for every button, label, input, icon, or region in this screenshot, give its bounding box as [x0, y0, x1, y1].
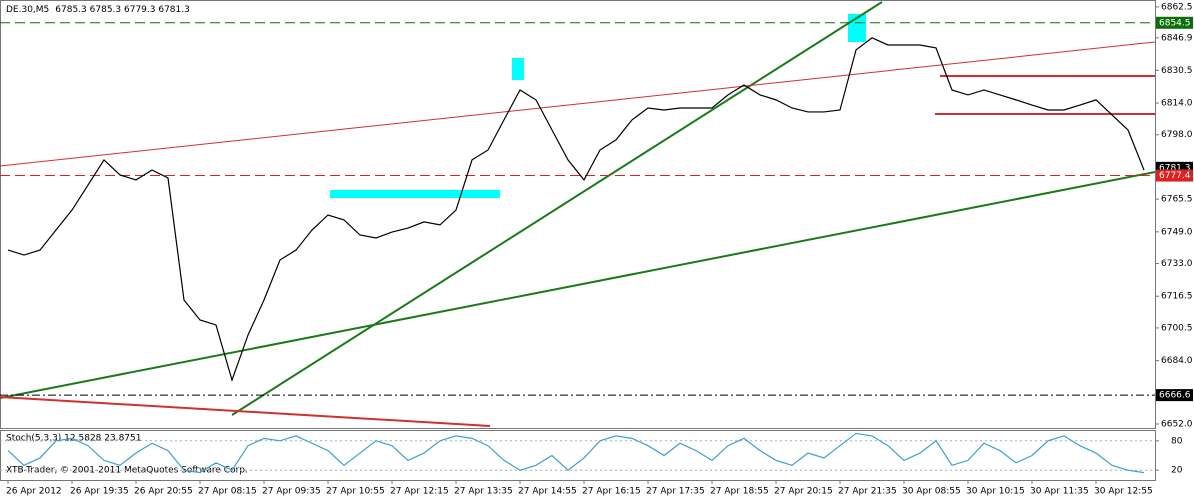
zone [330, 190, 500, 198]
x-tick-label: 27 Apr 16:15 [582, 487, 641, 497]
price-level-label: 6854.5 [1159, 18, 1191, 28]
y-tick-label: 6814.0 [1161, 99, 1193, 109]
trend-line [0, 171, 1156, 399]
symbol: DE.30,M5 [6, 5, 49, 15]
y-tick-label: 6765.5 [1161, 195, 1193, 205]
y-tick-label: 6798.0 [1161, 130, 1193, 140]
y-tick-label: 6700.5 [1161, 323, 1193, 333]
y-tick-label: 6749.0 [1161, 227, 1193, 237]
y-tick-label: 6716.5 [1161, 292, 1193, 302]
y-tick-label: 6733.0 [1161, 259, 1193, 269]
price-level-label: 6666.6 [1159, 391, 1191, 401]
x-tick-label: 27 Apr 18:55 [710, 487, 769, 497]
y2-tick-label: 20 [1171, 466, 1183, 476]
price-panel [0, 0, 1156, 429]
x-tick-label: 27 Apr 12:15 [390, 487, 449, 497]
y-tick-label: 6862.5 [1161, 2, 1193, 12]
trend-line [0, 41, 1156, 167]
annotations [0, 1, 1156, 427]
x-tick-label: 27 Apr 20:15 [774, 487, 833, 497]
x-tick-label: 30 Apr 12:55 [1094, 487, 1153, 497]
x-tick-label: 27 Apr 09:35 [262, 487, 321, 497]
x-tick-label: 27 Apr 10:55 [326, 487, 385, 497]
x-tick-label: 27 Apr 08:15 [198, 487, 257, 497]
y-tick-label: 6830.5 [1161, 66, 1193, 76]
x-tick-label: 27 Apr 17:35 [646, 487, 705, 497]
price-level-box [1156, 169, 1193, 182]
price-line [7, 37, 1145, 383]
y-tick-label: 6652.0 [1161, 420, 1193, 430]
x-tick-label: 30 Apr 11:35 [1030, 487, 1089, 497]
x-tick-label: 27 Apr 21:35 [838, 487, 897, 497]
x-tick-label: 26 Apr 20:55 [134, 487, 193, 497]
symbol-header: DE.30,M5 6785.3 6785.3 6779.3 6781.3 [6, 5, 190, 15]
stoch-line [7, 432, 1145, 474]
price-level-label: 6781.3 [1159, 163, 1191, 173]
y-tick-label: 6846.9 [1161, 33, 1193, 43]
x-tick-label: 26 Apr 19:35 [70, 487, 129, 497]
price-level-box [1156, 16, 1193, 29]
y-tick-label: 6684.0 [1161, 356, 1193, 366]
x-tick-label: 30 Apr 10:15 [966, 487, 1025, 497]
price-level-box [1156, 389, 1193, 402]
ohlc: 6785.3 6785.3 6779.3 6781.3 [55, 5, 190, 15]
trend-line [0, 396, 491, 427]
x-tick-label: 26 Apr 2012 [6, 487, 62, 497]
x-tick-label: 27 Apr 13:35 [454, 487, 513, 497]
trend-line [231, 1, 883, 416]
x-tick-label: 27 Apr 14:55 [518, 487, 577, 497]
y2-tick-label: 80 [1171, 436, 1183, 446]
x-tick-label: 30 Apr 08:55 [902, 487, 961, 497]
zone [512, 58, 524, 80]
price-level-label: 6777.4 [1159, 171, 1191, 181]
